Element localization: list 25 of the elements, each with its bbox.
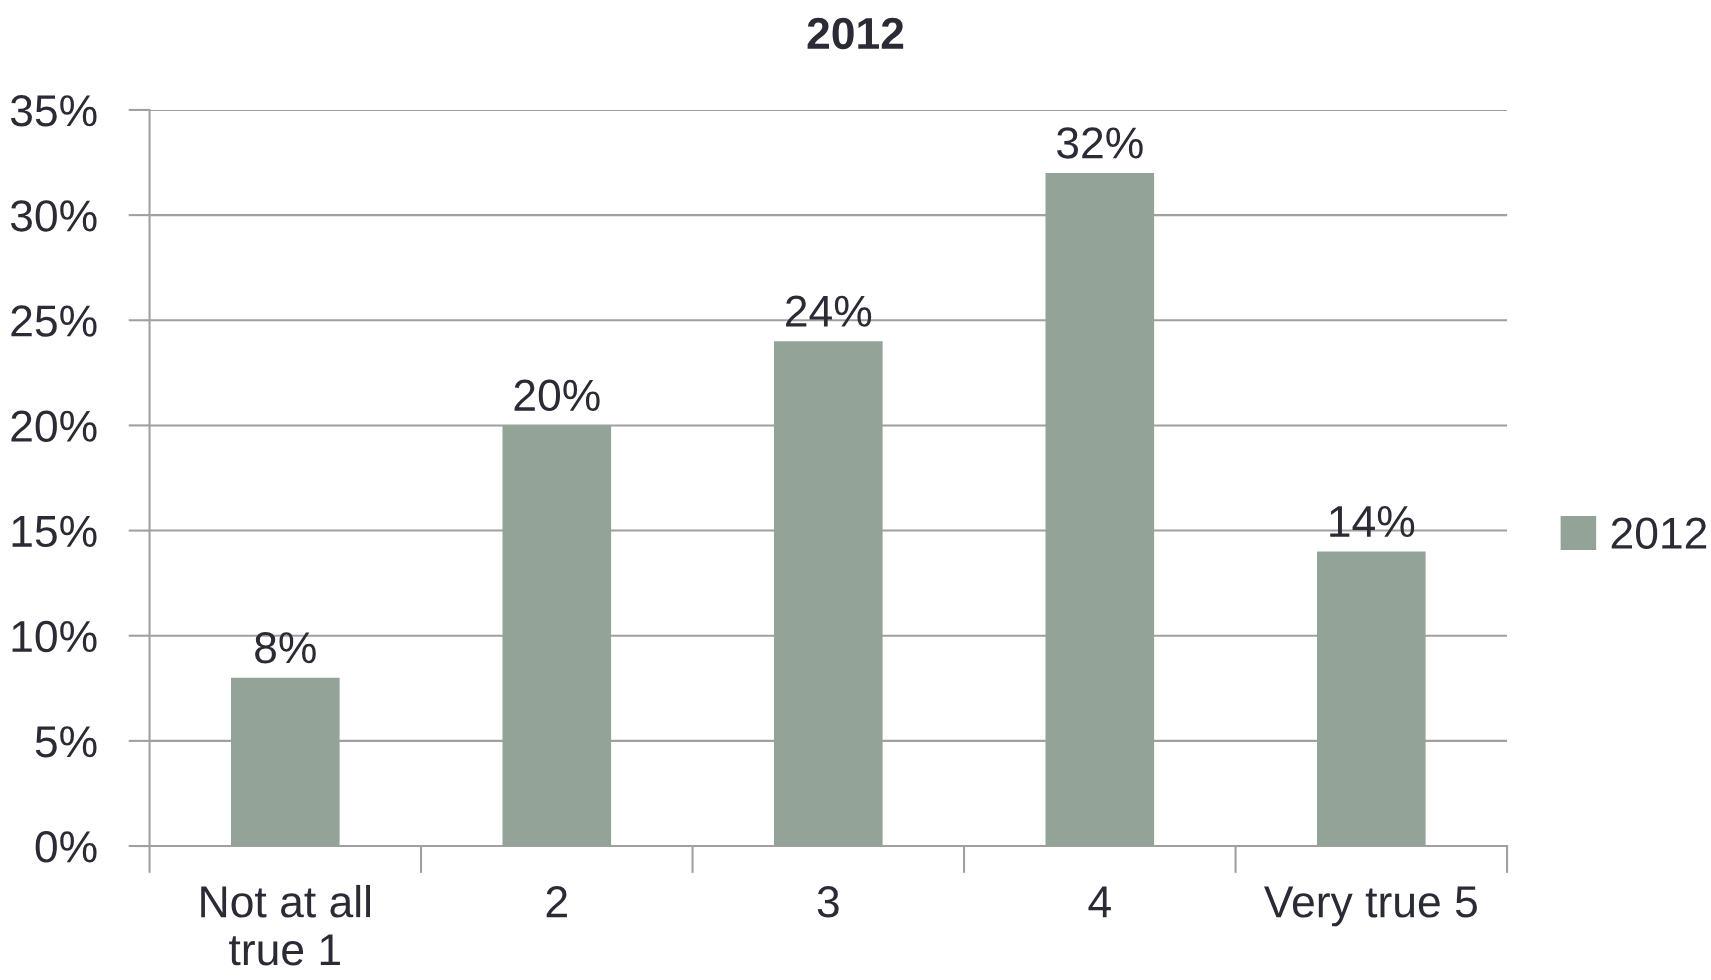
data-label: 8% bbox=[255, 631, 316, 664]
x-tick-label: 4 bbox=[1088, 886, 1111, 918]
y-tick-label: 25% bbox=[11, 305, 97, 337]
y-tick-label: 30% bbox=[10, 200, 97, 232]
y-tick-label: 0% bbox=[35, 831, 97, 863]
y-tick-label: 35% bbox=[10, 95, 97, 127]
y-tick-label: 10% bbox=[12, 620, 97, 653]
y-tick-label: 20% bbox=[11, 410, 97, 442]
y-tick-label: 5% bbox=[35, 726, 97, 758]
legend-label: 2012 bbox=[1611, 517, 1707, 549]
data-label: 20% bbox=[514, 379, 600, 412]
data-label: 24% bbox=[786, 295, 872, 327]
bar bbox=[502, 425, 612, 847]
y-tick-label: 15% bbox=[12, 515, 97, 548]
chart-title: 2012 bbox=[807, 17, 904, 50]
x-tick-label: 2 bbox=[546, 886, 567, 918]
data-label: 32% bbox=[1057, 127, 1143, 159]
x-tick-label: 3 bbox=[817, 886, 839, 918]
data-label: 14% bbox=[1330, 505, 1415, 538]
x-tick-label: Not at all true 1 bbox=[201, 884, 371, 966]
bar bbox=[230, 677, 340, 847]
bar bbox=[1317, 551, 1426, 847]
bar bbox=[1045, 173, 1155, 847]
bar bbox=[773, 341, 883, 847]
x-tick-label: Very true 5 bbox=[1264, 886, 1477, 927]
